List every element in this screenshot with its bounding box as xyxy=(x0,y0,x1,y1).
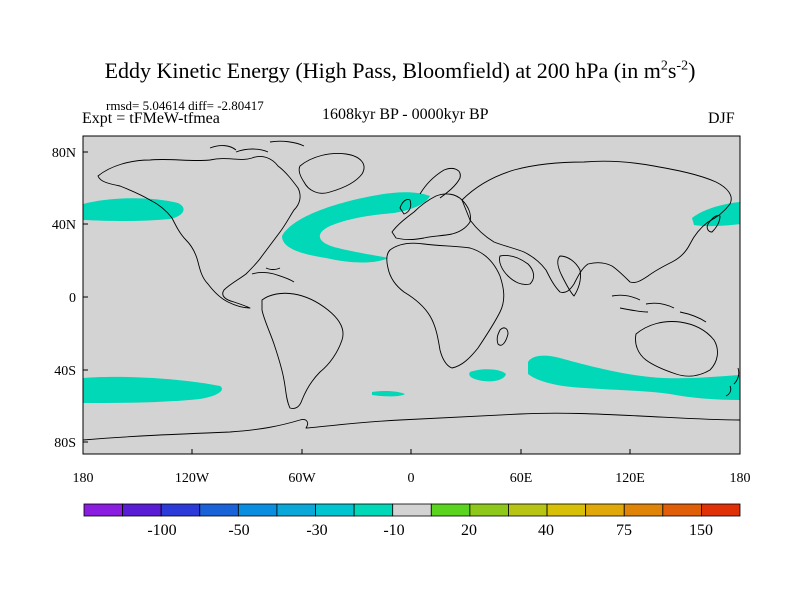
colorbar-swatch xyxy=(585,503,625,517)
coast-antarctica xyxy=(82,412,741,441)
colorbar-label-20: 20 xyxy=(461,522,477,539)
colorbar-swatch xyxy=(430,503,471,517)
lon-label-180w: 180 xyxy=(73,471,94,486)
anomaly-regions xyxy=(83,192,740,403)
colorbar-swatch xyxy=(546,503,587,517)
colorbar-swatch xyxy=(237,503,278,517)
lon-label-60e: 60E xyxy=(510,471,533,486)
lat-axis xyxy=(83,151,88,443)
coast-europe xyxy=(391,193,471,240)
anomaly-region-s-atlantic xyxy=(469,369,506,382)
anomaly-region-n-atlantic xyxy=(282,192,430,263)
anomaly-region-s-atlantic-small xyxy=(372,390,405,397)
coast-arabia xyxy=(499,255,535,285)
colorbar-swatch xyxy=(83,503,123,517)
lat-labels: 80N 40N 0 40S 80S xyxy=(52,146,76,451)
map-title-close: ) xyxy=(688,58,696,83)
colorbar-swatch xyxy=(469,503,509,517)
colorbar xyxy=(83,503,741,517)
anomaly-region-s-indian xyxy=(528,355,740,400)
lat-label-80s: 80S xyxy=(54,436,76,451)
colorbar-swatch xyxy=(199,503,239,517)
lon-label-120w: 120W xyxy=(175,471,210,486)
colorbar-swatch xyxy=(122,503,162,517)
lat-label-40n: 40N xyxy=(52,218,76,233)
colorbar-label-neg50: -50 xyxy=(228,522,249,539)
coast-japan xyxy=(706,215,721,233)
colorbar-swatch xyxy=(276,503,316,517)
colorbar-label-150: 150 xyxy=(689,522,713,539)
coast-gulf-caribbean xyxy=(251,267,295,283)
coast-arctic-islands xyxy=(209,140,305,153)
colorbar-swatch xyxy=(392,503,432,517)
coast-new-zealand xyxy=(725,367,740,397)
map-background xyxy=(83,136,740,454)
colorbar-swatch xyxy=(508,503,548,517)
map-title-sup2: -2 xyxy=(676,58,689,74)
coast-uk xyxy=(399,199,412,215)
lon-axis xyxy=(82,449,741,454)
colorbar-label-75: 75 xyxy=(616,522,632,539)
colorbar-swatch xyxy=(701,503,741,517)
experiment-label: Expt = tFMeW-tfmea xyxy=(82,110,220,127)
lat-label-40s: 40S xyxy=(54,364,76,379)
anomaly-region-s-pacific xyxy=(83,376,222,403)
lon-label-120e: 120E xyxy=(615,471,645,486)
coast-madagascar xyxy=(496,327,509,346)
anomaly-region-n-pacific-east xyxy=(692,202,740,227)
coast-indonesia xyxy=(611,294,707,323)
map-title-unit-s: s xyxy=(667,58,677,83)
coast-india xyxy=(557,255,581,297)
coast-scandinavia xyxy=(419,167,461,199)
season-label: DJF xyxy=(708,110,735,127)
colorbar-swatch xyxy=(353,503,394,517)
colorbar-label-neg100: -100 xyxy=(147,522,176,539)
colorbar-swatch xyxy=(662,503,702,517)
colorbar-label-40: 40 xyxy=(538,522,554,539)
lon-labels: 180 120W 60W 0 60E 120E 180 xyxy=(73,471,751,486)
period-label: 1608kyr BP - 0000kyr BP xyxy=(322,106,489,123)
colorbar-labels: -100 -50 -30 -10 20 40 75 150 xyxy=(147,522,713,539)
colorbar-swatch xyxy=(623,503,664,517)
lon-label-60w: 60W xyxy=(288,471,316,486)
coast-south-america xyxy=(261,292,344,409)
map-title: Eddy Kinetic Energy (High Pass, Bloomfie… xyxy=(0,58,800,84)
lon-label-0: 0 xyxy=(408,471,415,486)
coastlines xyxy=(82,140,741,441)
colorbar-swatch xyxy=(160,503,201,517)
map-title-text: Eddy Kinetic Energy (High Pass, Bloomfie… xyxy=(104,58,661,83)
coast-asia xyxy=(461,160,732,293)
coast-australia xyxy=(635,321,718,377)
coast-greenland xyxy=(298,153,365,194)
coast-africa xyxy=(386,242,505,369)
coast-north-america xyxy=(97,155,301,309)
lon-label-180e: 180 xyxy=(730,471,751,486)
lat-label-0: 0 xyxy=(69,291,76,306)
colorbar-label-neg10: -10 xyxy=(383,522,404,539)
map-title-sup1: 2 xyxy=(660,58,668,74)
stats-label: rmsd= 5.04614 diff= -2.80417 xyxy=(106,98,264,113)
colorbar-swatch xyxy=(315,503,355,517)
lat-label-80n: 80N xyxy=(52,146,76,161)
colorbar-label-neg30: -30 xyxy=(306,522,327,539)
anomaly-region-n-pacific-west xyxy=(83,198,184,221)
